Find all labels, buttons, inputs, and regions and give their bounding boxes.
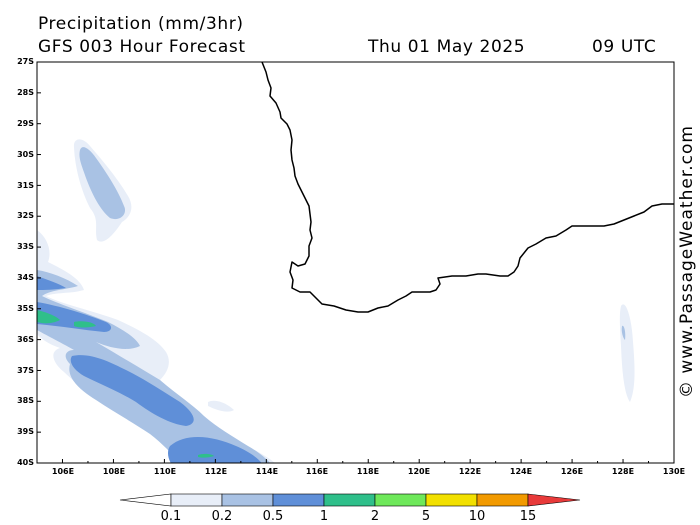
lon-label: 128E (611, 467, 635, 476)
lat-label: 28S (17, 88, 34, 97)
lat-label: 31S (17, 181, 34, 190)
longitude-ticks (36, 459, 675, 463)
forecast-date: Thu 01 May 2025 (368, 37, 526, 57)
colorbar-segment (425, 493, 478, 507)
precip-field (37, 62, 674, 463)
watermark: © www.PassageWeather.com (677, 125, 697, 398)
lon-label: 122E (458, 467, 482, 476)
lat-label: 30S (17, 150, 34, 159)
lon-label: 130E (662, 467, 686, 476)
map-frame (36, 61, 675, 464)
lat-label: 27S (17, 57, 34, 66)
lon-label: 120E (407, 467, 431, 476)
lat-label: 35S (17, 304, 34, 313)
lat-label: 38S (17, 396, 34, 405)
lat-label: 37S (17, 366, 34, 375)
lon-label: 108E (102, 467, 126, 476)
forecast-time: 09 UTC (592, 37, 657, 57)
forecast-subtitle: GFS 003 Hour Forecast (38, 37, 246, 57)
lon-label: 118E (356, 467, 380, 476)
colorbar-segment (221, 493, 274, 507)
colorbar-max-arrow (527, 493, 581, 507)
lat-label: 40S (17, 458, 34, 467)
colorbar-label: 0.1 (160, 509, 182, 524)
lat-label: 39S (17, 427, 34, 436)
coastline (261, 62, 674, 313)
map-title: Precipitation (mm/3hr) (38, 14, 244, 34)
lon-label: 106E (51, 467, 75, 476)
colorbar-segment (272, 493, 325, 507)
colorbar-label: 10 (468, 509, 486, 524)
colorbar-segment (374, 493, 427, 507)
colorbar-segment (476, 493, 529, 507)
lat-label: 34S (17, 273, 34, 282)
latitude-ticks (37, 61, 41, 464)
lat-label: 29S (17, 119, 34, 128)
lon-label: 124E (509, 467, 533, 476)
colorbar-label: 2 (370, 509, 380, 524)
colorbar-label: 1 (319, 509, 329, 524)
colorbar-label: 15 (519, 509, 537, 524)
colorbar-segment (323, 493, 376, 507)
colorbar-label: 5 (421, 509, 431, 524)
lat-label: 36S (17, 335, 34, 344)
lon-label: 114E (255, 467, 279, 476)
colorbar-label: 0.2 (211, 509, 233, 524)
lat-label: 32S (17, 211, 34, 220)
lon-label: 112E (204, 467, 228, 476)
colorbar-segment (170, 493, 223, 507)
colorbar-label: 0.5 (262, 509, 284, 524)
colorbar-min-arrow (119, 493, 172, 507)
lon-label: 110E (153, 467, 177, 476)
lat-label: 33S (17, 242, 34, 251)
colorbar (119, 493, 581, 507)
lon-label: 126E (560, 467, 584, 476)
lon-label: 116E (305, 467, 329, 476)
